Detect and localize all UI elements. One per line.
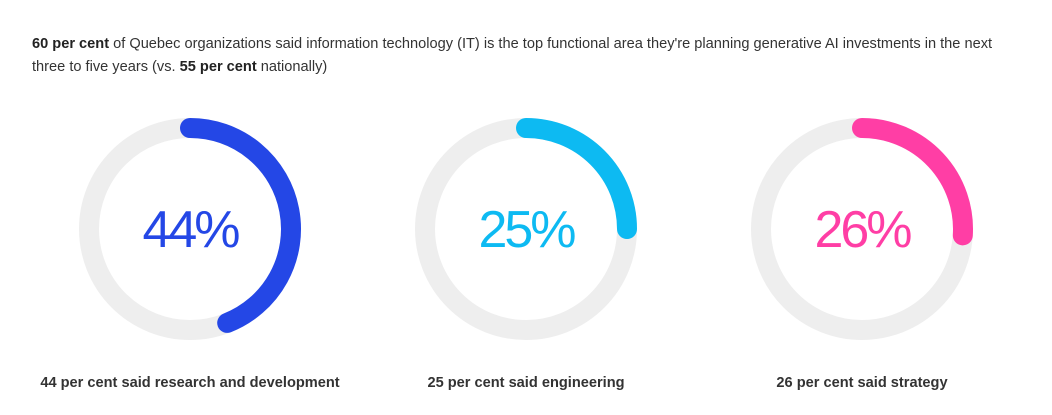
gauge-chart-0: 44% — [79, 118, 301, 340]
gauge-arc-0 — [180, 118, 301, 333]
caption-research-development: 44 per cent said research and developmen… — [40, 375, 340, 391]
gauge-value-2: 26% — [814, 201, 911, 259]
intro-body: of Quebec organizations said information… — [32, 36, 993, 75]
gauge-value-1: 25% — [478, 201, 575, 259]
intro-stat-national: 55 per cent — [179, 59, 257, 75]
gauge-arc-2 — [852, 118, 973, 246]
gauge-engineering: 25% — [414, 117, 638, 341]
gauge-strategy: 26% — [750, 117, 974, 341]
caption-strategy: 26 per cent said strategy — [776, 375, 948, 391]
intro-text: 60 per cent of Quebec organizations said… — [32, 33, 1022, 79]
gauge-chart-2: 26% — [751, 118, 973, 340]
gauge-value-0: 44% — [142, 201, 239, 259]
gauge-research-development: 44% — [78, 117, 302, 341]
gauge-chart-1: 25% — [415, 118, 637, 340]
intro-stat-quebec: 60 per cent — [32, 36, 110, 52]
intro-tail: nationally) — [256, 59, 328, 75]
gauge-arc-1 — [516, 118, 637, 239]
caption-engineering: 25 per cent said engineering — [427, 375, 625, 391]
